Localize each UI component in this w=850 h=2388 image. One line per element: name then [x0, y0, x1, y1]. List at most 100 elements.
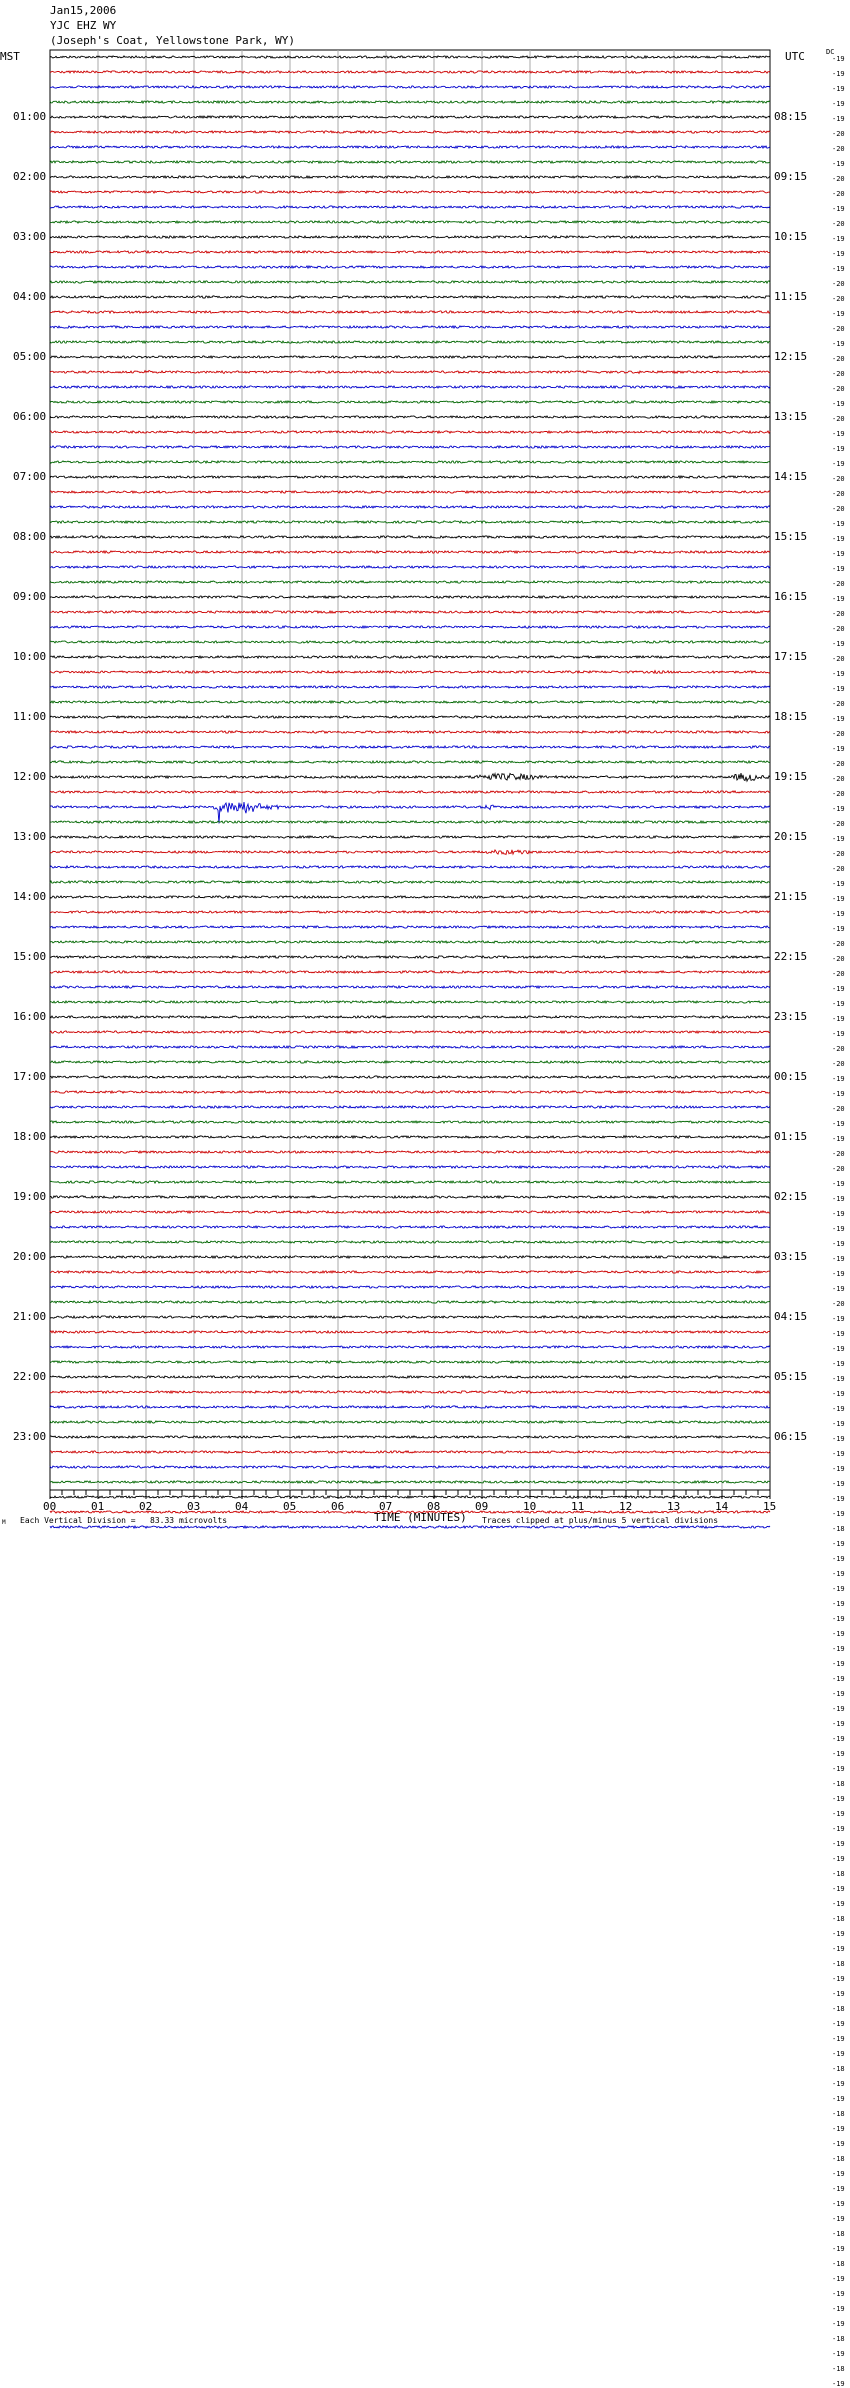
trace-line — [49, 1494, 771, 1500]
right-hour-label: 23:15 — [774, 1010, 808, 1023]
dc-offset-value: -19 — [832, 1975, 845, 1983]
x-tick-label: 15 — [763, 1500, 777, 1513]
trace-line — [49, 984, 771, 990]
trace-line — [49, 729, 771, 735]
left-hour-label: 03:00 — [13, 230, 47, 243]
dc-offset-value: -19 — [832, 250, 845, 258]
trace-line — [49, 505, 771, 510]
dc-offset-value: -19 — [832, 2245, 845, 2253]
dc-offset-value: -19 — [832, 2035, 845, 2043]
trace-line — [49, 744, 771, 750]
time-axis-ticks — [49, 1490, 771, 1499]
seismic-traces — [49, 54, 771, 1530]
left-hour-label: 14:00 — [13, 890, 47, 903]
trace-line — [50, 610, 771, 614]
x-tick-label: 13 — [667, 1500, 681, 1513]
right-hour-label: 10:15 — [774, 230, 808, 243]
dc-offset-value: -19 — [832, 160, 845, 168]
dc-offset-value: -20 — [832, 865, 845, 873]
dc-offset-value: -19 — [832, 2095, 845, 2103]
trace-line — [49, 924, 771, 929]
trace-line — [49, 639, 771, 644]
trace-line — [49, 1239, 770, 1244]
left-hour-label: 06:00 — [13, 410, 47, 423]
dc-offset-value: -19 — [832, 2290, 845, 2298]
trace-line — [49, 355, 771, 359]
dc-offset-value: -19 — [832, 400, 845, 408]
dc-offset-value: -19 — [832, 1945, 845, 1953]
dc-offset-value: -18 — [832, 2335, 845, 2343]
x-tick-label: 06 — [331, 1500, 345, 1513]
trace-line — [49, 549, 771, 555]
right-hour-label: 20:15 — [774, 830, 808, 843]
dc-offset-value: -20 — [832, 190, 845, 198]
dc-offset-value: -19 — [832, 520, 845, 528]
trace-line — [49, 1404, 771, 1410]
trace-line — [49, 204, 771, 209]
dc-offset-value: -19 — [832, 1195, 845, 1203]
left-hour-label: 19:00 — [13, 1190, 47, 1203]
dc-offset-value: -19 — [832, 1285, 845, 1293]
dc-offset-value: -19 — [832, 310, 845, 318]
dc-offset-value: -19 — [832, 1540, 845, 1548]
dc-offset-value: -19 — [832, 1720, 845, 1728]
dc-offset-value: -19 — [832, 895, 845, 903]
dc-offset-value: -18 — [832, 1915, 845, 1923]
dc-offset-value: -19 — [832, 1495, 845, 1503]
dc-offset-value: -18 — [832, 2230, 845, 2238]
trace-line — [49, 130, 771, 135]
seismogram-plot — [49, 49, 771, 1530]
dc-offset-value: -19 — [832, 1360, 845, 1368]
dc-offset-value: -19 — [832, 1345, 845, 1353]
dc-offset-value: -19 — [832, 1210, 845, 1218]
trace-line — [49, 1269, 771, 1275]
trace-line — [49, 1104, 771, 1109]
dc-offset-value: -19 — [832, 1825, 845, 1833]
left-hour-label: 09:00 — [13, 590, 47, 603]
dc-offset-value: -19 — [832, 1885, 845, 1893]
dc-offset-value: -19 — [832, 1555, 845, 1563]
left-hour-label: 07:00 — [13, 470, 47, 483]
dc-offset-value: -20 — [832, 1165, 845, 1173]
dc-offset-value: -19 — [832, 100, 845, 108]
right-hour-label: 18:15 — [774, 710, 808, 723]
trace-line — [49, 444, 771, 450]
dc-offset-value: -19 — [832, 910, 845, 918]
trace-line — [49, 820, 771, 825]
corner-mark: M — [2, 1519, 6, 1526]
dc-offset-value: -19 — [832, 1510, 845, 1518]
x-tick-label: 03 — [187, 1500, 201, 1513]
trace-line — [49, 848, 770, 856]
trace-line — [49, 1299, 771, 1305]
left-hour-label: 04:00 — [13, 290, 47, 303]
dc-offset-value: -20 — [832, 1150, 845, 1158]
trace-line — [49, 489, 771, 494]
dc-offset-value: -18 — [832, 2110, 845, 2118]
right-hour-label: 16:15 — [774, 590, 808, 603]
trace-line — [49, 864, 771, 870]
dc-offset-value: -19 — [832, 2020, 845, 2028]
dc-offset-value: -20 — [832, 1060, 845, 1068]
trace-line — [49, 1030, 771, 1035]
trace-line — [49, 699, 771, 705]
dc-offset-value: -20 — [832, 1300, 845, 1308]
trace-line — [49, 264, 771, 270]
x-tick-label: 08 — [427, 1500, 441, 1513]
dc-offset-value: -20 — [832, 355, 845, 363]
dc-offset-value: -20 — [832, 385, 845, 393]
trace-line — [49, 654, 771, 660]
dc-offset-value: -19 — [832, 1255, 845, 1263]
trace-line — [49, 790, 771, 794]
dc-offset-value: -19 — [832, 1270, 845, 1278]
trace-line — [49, 84, 771, 89]
dc-offset-value: -19 — [832, 1765, 845, 1773]
x-tick-label: 09 — [475, 1500, 489, 1513]
trace-line — [49, 1449, 771, 1454]
dc-offset-value: -19 — [832, 1630, 845, 1638]
dc-offset-value: -20 — [832, 820, 845, 828]
left-hour-label: 18:00 — [13, 1130, 47, 1143]
trace-line — [49, 1164, 771, 1170]
dc-offset-value: -19 — [832, 265, 845, 273]
trace-line — [49, 1375, 771, 1380]
dc-offset-value: -20 — [832, 505, 845, 513]
